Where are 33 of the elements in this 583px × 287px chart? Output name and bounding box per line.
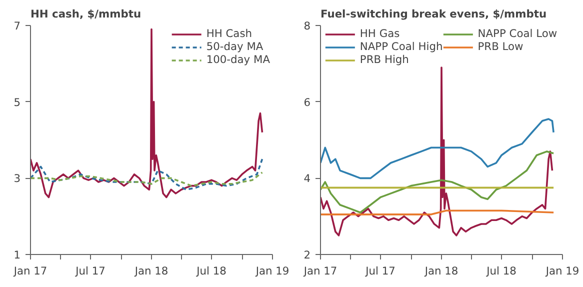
y-tick-label: 4 xyxy=(304,172,311,186)
y-tick-label: 7 xyxy=(14,20,20,32)
legend-label: 100-day MA xyxy=(206,53,270,66)
legend-label: NAPP Coal Low xyxy=(478,27,558,40)
x-tick-label: Jan 19 xyxy=(254,264,290,278)
x-tick-label: Jul 17 xyxy=(74,264,106,278)
x-tick-label: Jan 17 xyxy=(302,264,338,278)
y-tick-label: 6 xyxy=(304,96,311,109)
y-tick-label: 3 xyxy=(14,172,20,186)
line-series xyxy=(320,66,554,236)
chart-title: Fuel-switching break evens, $/mmbtu xyxy=(320,8,547,20)
line-series xyxy=(30,172,264,187)
legend-label: PRB High xyxy=(360,53,409,66)
y-tick-label: 1 xyxy=(14,248,20,262)
legend-label: HH Cash xyxy=(206,27,252,40)
x-tick-label: Jul 18 xyxy=(196,264,227,278)
x-tick-label: Jul 18 xyxy=(486,264,517,278)
legend-label: HH Gas xyxy=(360,27,400,40)
x-tick-label: Jan 19 xyxy=(544,264,580,278)
x-tick-label: Jan 18 xyxy=(424,264,458,278)
legend-label: 50-day MA xyxy=(206,40,264,53)
x-tick-label: Jul 17 xyxy=(364,264,396,278)
line-series xyxy=(320,118,554,180)
legend-label: PRB Low xyxy=(478,40,524,53)
x-tick-label: Jan 18 xyxy=(134,264,168,278)
x-tick-label: Jan 17 xyxy=(12,264,48,278)
chart-title: HH cash, $/mmbtu xyxy=(30,8,142,20)
line-series xyxy=(30,158,264,191)
y-tick-label: 5 xyxy=(14,96,20,109)
y-tick-label: 2 xyxy=(304,248,310,262)
legend-label: NAPP Coal High xyxy=(360,40,443,53)
y-tick-label: 8 xyxy=(304,20,311,32)
line-series xyxy=(320,150,554,214)
